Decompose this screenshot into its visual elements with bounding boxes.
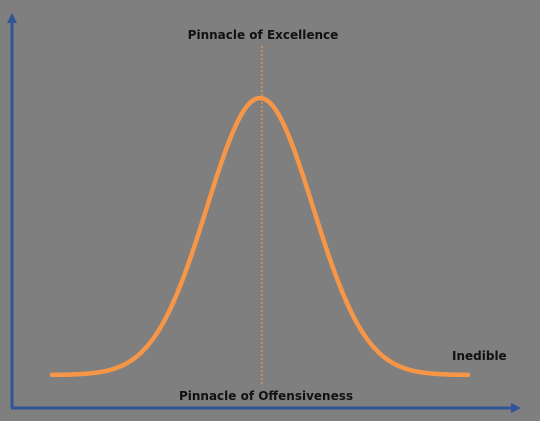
- peak-label: Pinnacle of Excellence: [187, 28, 339, 42]
- baseline-label: Pinnacle of Offensiveness: [178, 389, 354, 403]
- bell-curve: [49, 95, 471, 378]
- tail-label: Inedible: [452, 349, 507, 363]
